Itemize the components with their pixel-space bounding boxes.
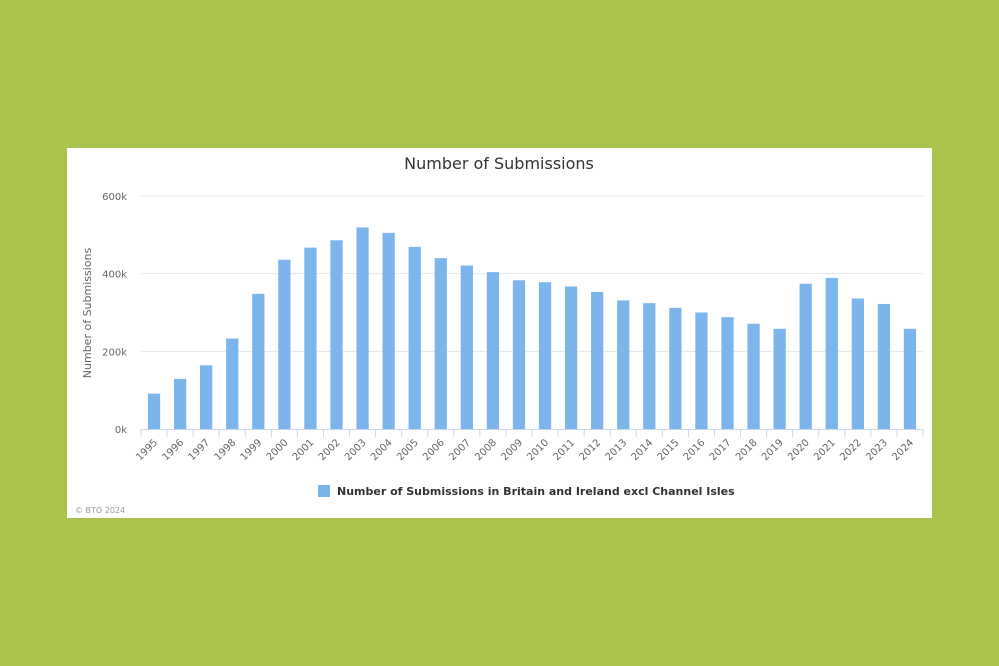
bar-2007[interactable]: [460, 265, 473, 429]
y-axis-label: Number of Submissions: [81, 248, 94, 379]
x-tick-label: 2024: [890, 437, 916, 463]
x-tick-label: 2003: [343, 437, 369, 463]
x-tick-label: 2015: [656, 437, 682, 463]
bar-2000[interactable]: [278, 259, 291, 429]
bar-2024[interactable]: [903, 328, 917, 429]
x-tick-label: 1995: [134, 437, 160, 463]
bar-2008[interactable]: [486, 272, 500, 429]
bar-2021[interactable]: [825, 277, 838, 429]
x-tick-label: 2021: [812, 437, 838, 463]
chart-card: Number of Submissions 0k 200k 400k 600k Num…: [67, 148, 932, 518]
bar-1999[interactable]: [252, 293, 265, 429]
bar-2006[interactable]: [434, 258, 447, 429]
bar-1998[interactable]: [226, 338, 239, 429]
x-tick-label: 2008: [473, 437, 499, 463]
x-tick-label: 2020: [786, 437, 812, 463]
y-tick-label: 200k: [102, 347, 127, 358]
x-tick-label: 1996: [160, 437, 186, 463]
bar-2010[interactable]: [538, 282, 552, 429]
bar-2019[interactable]: [773, 328, 786, 429]
x-tick-label: 2006: [421, 437, 447, 463]
bar-2017[interactable]: [721, 317, 734, 429]
x-tick-label: 2004: [369, 437, 395, 463]
bar-2022[interactable]: [851, 298, 864, 429]
x-tick-label: 1999: [239, 437, 265, 463]
bar-2014[interactable]: [643, 303, 656, 429]
bar-1996[interactable]: [173, 378, 187, 429]
x-tick-label: 2018: [734, 437, 760, 463]
chart-title: Number of Submissions: [404, 154, 594, 173]
chart-credit[interactable]: © BTO 2024: [75, 506, 125, 515]
x-tick-label: 2010: [525, 437, 551, 463]
bar-2020[interactable]: [799, 283, 812, 429]
x-tick-label: 1998: [213, 437, 239, 463]
bar-2023[interactable]: [877, 303, 891, 429]
x-tick-label: 2009: [499, 437, 525, 463]
bar-2009[interactable]: [512, 280, 526, 429]
x-tick-label: 2007: [447, 437, 473, 463]
x-tick-label: 2016: [682, 437, 708, 463]
x-tick-label: 2000: [265, 437, 291, 463]
bar-2012[interactable]: [591, 291, 604, 429]
bar-1995[interactable]: [147, 393, 161, 429]
legend-label: Number of Submissions in Britain and Ire…: [337, 485, 735, 498]
x-tick-label: 2022: [838, 437, 864, 463]
x-tick-label: 2002: [317, 437, 343, 463]
bar-2002[interactable]: [330, 240, 343, 429]
y-tick-label: 400k: [102, 270, 127, 281]
x-tick-label: 2014: [630, 437, 656, 463]
bar-2004[interactable]: [382, 232, 395, 429]
bar-2005[interactable]: [408, 246, 421, 429]
bar-2011[interactable]: [564, 286, 578, 429]
bar-1997[interactable]: [200, 365, 213, 429]
bar-2015[interactable]: [669, 307, 682, 429]
bar-2003[interactable]: [356, 227, 369, 429]
x-tick-label: 2011: [551, 437, 577, 463]
bar-chart: Number of Submissions 0k 200k 400k 600k Num…: [75, 154, 924, 515]
bar-2016[interactable]: [695, 312, 708, 430]
x-tick-label: 2005: [395, 437, 421, 463]
x-tick-label: 2019: [760, 437, 786, 463]
x-tick-label: 2023: [864, 437, 890, 463]
x-tick-label: 2017: [708, 437, 734, 463]
legend-swatch: [318, 485, 330, 497]
x-tick-label: 2013: [604, 437, 630, 463]
y-tick-label: 0k: [115, 425, 127, 436]
x-tick-label: 1997: [187, 437, 213, 463]
x-tick-label: 2012: [578, 437, 604, 463]
x-tick-label: 2001: [291, 437, 317, 463]
legend-item[interactable]: Number of Submissions in Britain and Ire…: [318, 485, 735, 498]
bar-2018[interactable]: [747, 323, 760, 429]
bar-2013[interactable]: [617, 300, 630, 429]
bar-2001[interactable]: [304, 247, 317, 429]
y-tick-label: 600k: [102, 192, 127, 203]
